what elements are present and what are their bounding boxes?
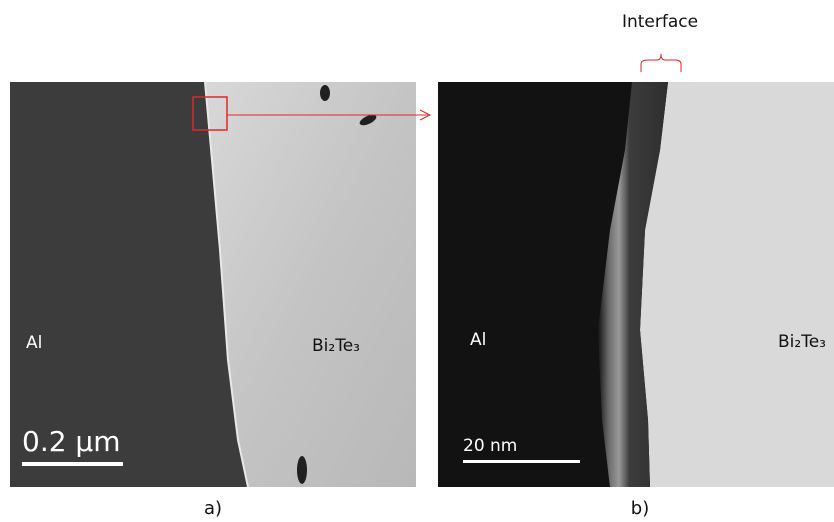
- panel-a: Al Bi₂Te₃ 0.2 µm a): [10, 82, 430, 519]
- scale-bar-label: 0.2 µm: [22, 425, 121, 458]
- scale-bar: [463, 460, 580, 463]
- material-label: Bi₂Te₃: [778, 332, 826, 352]
- scale-bar-label: 20 nm: [463, 436, 517, 456]
- panel-caption: a): [204, 498, 222, 519]
- bright-region: [632, 82, 834, 487]
- interface-bracket: [641, 54, 681, 72]
- material-label: Al: [26, 333, 42, 353]
- material-label: Al: [470, 330, 486, 350]
- defect: [297, 456, 307, 484]
- panel-b: Al Bi₂Te₃ 20 nm b): [438, 82, 834, 519]
- defect: [320, 85, 330, 101]
- panel-caption: b): [631, 498, 649, 519]
- material-label: Bi₂Te₃: [312, 336, 360, 356]
- figure: Al Bi₂Te₃ 0.2 µm a) Al Bi₂Te₃ 20 nm b) I…: [0, 0, 834, 522]
- annotation: Interface: [622, 12, 698, 32]
- scale-bar: [22, 462, 123, 466]
